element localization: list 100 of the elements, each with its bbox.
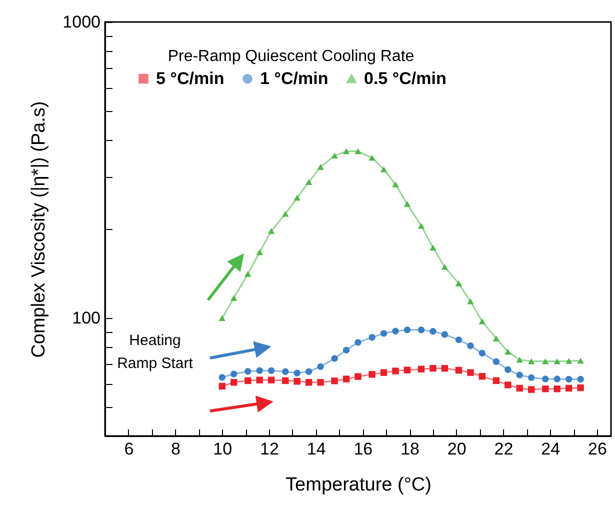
point [455, 280, 462, 286]
point [392, 368, 399, 374]
point [268, 228, 275, 234]
point [430, 244, 436, 251]
point [492, 336, 500, 342]
point [230, 370, 238, 378]
point [467, 342, 474, 350]
point [565, 376, 572, 383]
point [218, 315, 226, 322]
point [368, 154, 376, 161]
point [528, 386, 535, 393]
point [331, 355, 338, 362]
point [342, 346, 350, 354]
point [542, 376, 549, 382]
point [282, 210, 289, 217]
point [504, 382, 512, 388]
point [392, 328, 399, 334]
point [404, 201, 411, 207]
x-tick-label: 10 [213, 440, 232, 458]
legend-label: 0.5 °C/min [364, 68, 446, 88]
point [331, 152, 338, 158]
point [368, 370, 376, 378]
point [478, 373, 486, 380]
point [331, 378, 338, 384]
point [441, 264, 448, 270]
point [368, 334, 376, 341]
point [282, 377, 289, 384]
point [354, 148, 362, 154]
point [467, 298, 474, 304]
point [230, 379, 238, 386]
point [418, 222, 425, 229]
point [392, 181, 399, 188]
x-axis-title: Temperature (°C) [286, 474, 432, 496]
y-tick-label: 1000 [62, 12, 100, 32]
point [268, 367, 275, 374]
point [218, 382, 226, 390]
point [268, 376, 275, 384]
x-tick-label: 14 [306, 440, 326, 458]
point [516, 384, 523, 392]
point [516, 372, 523, 378]
point [577, 384, 584, 392]
point [478, 318, 486, 324]
x-tick-label: 18 [400, 440, 420, 458]
x-tick-label: 12 [260, 440, 279, 458]
point [404, 366, 411, 374]
point [504, 366, 512, 374]
point [230, 295, 238, 301]
x-tick-label: 26 [588, 440, 607, 458]
point [418, 326, 425, 334]
annotation: Heating Ramp Start [117, 331, 193, 374]
point [430, 328, 436, 335]
point [305, 179, 312, 186]
x-tick-label: 20 [447, 440, 466, 458]
point [244, 368, 252, 375]
point [256, 376, 263, 384]
point [565, 384, 572, 392]
x-tick-label: 22 [494, 440, 514, 458]
point [542, 386, 549, 392]
legend-label: 5 °C/min [156, 68, 224, 88]
point [218, 374, 226, 381]
point [317, 164, 324, 170]
point [441, 331, 448, 338]
point [244, 377, 252, 384]
point [380, 166, 388, 172]
point [282, 368, 289, 375]
point [455, 366, 462, 374]
point [305, 368, 312, 375]
point [354, 373, 362, 380]
point [404, 326, 411, 334]
point [342, 376, 350, 382]
point [294, 378, 300, 385]
point [256, 367, 263, 374]
x-tick-label: 6 [124, 440, 134, 458]
point [565, 358, 572, 364]
point [516, 356, 523, 363]
point [455, 336, 462, 344]
point [478, 350, 486, 356]
point [504, 348, 512, 355]
legend-label: 1 °C/min [260, 68, 328, 88]
point [317, 379, 324, 386]
point [492, 358, 500, 366]
x-tick-label: 8 [171, 440, 181, 458]
point [418, 366, 425, 372]
legend-title: Pre-Ramp Quiescent Cooling Rate [168, 48, 414, 65]
point [294, 370, 300, 376]
point [492, 377, 500, 384]
point [542, 358, 549, 364]
point [467, 369, 474, 376]
point [528, 358, 535, 364]
point [577, 376, 584, 383]
point [294, 194, 300, 201]
point [305, 379, 312, 386]
point [380, 330, 388, 337]
point [342, 148, 350, 154]
point [354, 339, 362, 346]
point [554, 376, 560, 382]
point [317, 363, 324, 370]
point [554, 358, 560, 364]
point [577, 358, 584, 364]
point [441, 364, 448, 372]
